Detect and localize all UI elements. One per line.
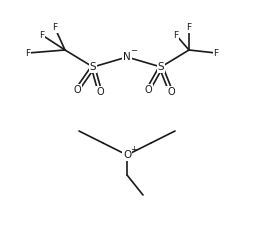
Text: F: F: [213, 48, 218, 58]
Text: F: F: [39, 30, 44, 40]
Text: O: O: [73, 85, 81, 95]
Text: S: S: [158, 62, 164, 72]
Text: +: +: [131, 144, 137, 154]
Text: −: −: [131, 46, 137, 56]
Text: O: O: [144, 85, 152, 95]
Text: O: O: [123, 150, 131, 160]
Text: F: F: [186, 24, 192, 32]
Text: F: F: [25, 48, 30, 58]
Text: S: S: [90, 62, 96, 72]
Text: F: F: [52, 24, 58, 32]
Text: N: N: [123, 52, 131, 62]
Text: O: O: [96, 87, 104, 97]
Text: F: F: [173, 30, 179, 40]
Text: O: O: [167, 87, 175, 97]
